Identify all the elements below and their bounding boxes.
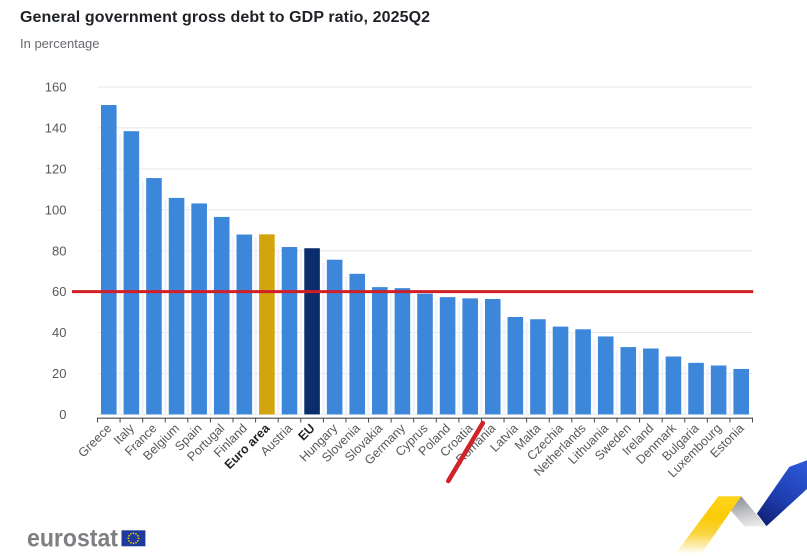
bar-euro-area [259,234,275,415]
y-axis-tick-label: 80 [52,243,66,258]
y-axis-tick-label: 20 [52,366,66,381]
bar-croatia [462,298,478,415]
chart-subtitle: In percentage [20,36,100,51]
bar-poland [439,297,456,415]
bar-greece [101,105,117,415]
bar-slovenia [349,273,366,415]
bar-denmark [665,356,682,415]
ribbon-blue-segment [756,460,807,527]
eu-flag-star [128,540,130,542]
bar-netherlands [575,329,591,415]
bar-lithuania [597,336,614,415]
bar-luxembourg [710,365,727,415]
bar-malta [530,319,546,415]
eu-flag-star [127,537,130,540]
y-axis-tick-label: 60 [52,284,66,299]
eurostat-wordmark: eurostat [27,525,119,553]
bar-belgium [168,197,185,415]
bar-ireland [643,348,659,415]
bar-germany [394,288,411,415]
eu-flag-star [132,532,135,535]
bar-cyprus [417,293,433,415]
y-axis-tick-label: 140 [45,120,67,135]
eu-flag-star [128,534,130,537]
bar-romania [484,298,501,415]
annotation-red-stroke [445,420,486,484]
bar-bulgaria [688,362,704,415]
bar-spain [191,203,207,415]
bar-latvia [507,316,524,415]
bar-france [146,178,162,415]
y-axis-tick-label: 160 [45,80,67,95]
eu-flag-star [135,541,137,544]
eu-flag-star [137,540,139,542]
eu-flag-icon [121,530,146,547]
eu-flag-star [132,542,135,545]
bar-czechia [552,326,569,415]
bar-portugal [213,216,230,415]
bar-eu [304,248,320,415]
eu-flag-star [130,541,132,544]
eu-flag-star [135,533,137,535]
y-axis-tick-label: 40 [52,325,66,340]
y-axis-tick-label: 120 [45,161,67,176]
y-axis-tick-label: 0 [59,407,66,422]
bar-estonia [733,368,749,415]
bar-hungary [326,259,343,415]
eu-flag-star [130,533,132,535]
bar-austria [281,247,298,415]
bar-finland [236,234,253,415]
chart-title: General government gross debt to GDP rat… [20,9,431,26]
eu-flag-star [137,537,140,540]
eu-flag-star [137,534,139,537]
ribbon-gray-segment [730,496,767,527]
bar-chart: 020406080100120140160GreeceItalyFranceBe… [45,80,754,484]
bar-slovakia [372,287,388,415]
y-axis-tick-label: 100 [45,202,67,217]
ribbon-yellow-segment [672,496,742,557]
bar-sweden [620,347,637,415]
bar-italy [123,131,140,415]
